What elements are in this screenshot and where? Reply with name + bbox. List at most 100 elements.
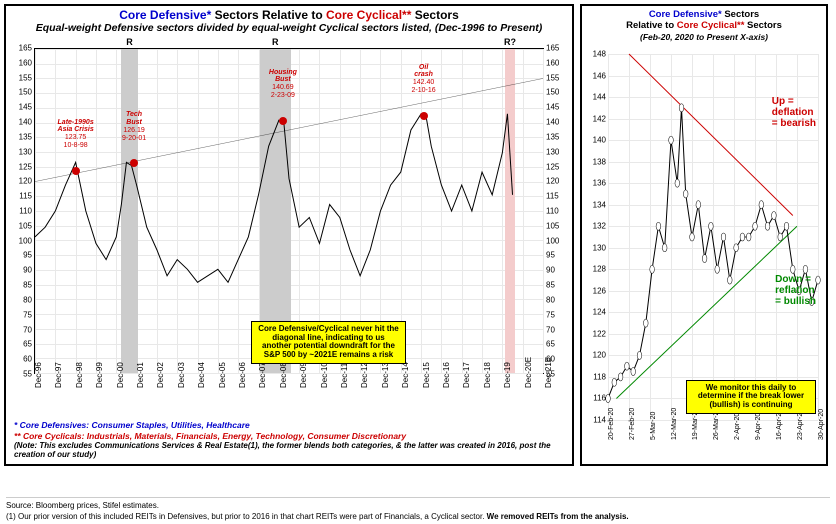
y-tick: 132	[593, 222, 606, 231]
right-x-axis: 20-Feb-2027-Feb-205-Mar-2012-Mar-2019-Ma…	[608, 422, 818, 460]
defensives-list: Consumer Staples, Utilities, Healthcare	[91, 420, 249, 430]
x-tick: Dec-05	[218, 362, 227, 388]
y-tick: 116	[593, 394, 606, 403]
left-chart-panel: Core Defensive* Sectors Relative to Core…	[4, 4, 574, 466]
title-defensive: Core Defensive*	[119, 8, 211, 22]
y-tick: 134	[593, 200, 606, 209]
y-tick: 130	[19, 147, 32, 156]
y-tick: 118	[593, 372, 606, 381]
y-tick: 136	[593, 179, 606, 188]
y-tick: 150	[19, 88, 32, 97]
source-footer: Source: Bloomberg prices, Stifel estimat…	[6, 497, 830, 522]
r-title-l2p: Relative to	[626, 20, 677, 31]
y-tick: 160	[546, 58, 559, 67]
x-tick: Dec-02	[156, 362, 165, 388]
y-tick: 95	[23, 251, 32, 260]
event-marker	[279, 117, 287, 125]
r-title-mid: Sectors	[722, 9, 760, 20]
r-title-l2e: Sectors	[744, 20, 782, 31]
source-line1: Source: Bloomberg prices, Stifel estimat…	[6, 501, 830, 511]
y-tick: 115	[19, 192, 32, 201]
x-tick: Dec-09	[299, 362, 308, 388]
event-marker	[420, 112, 428, 120]
y-tick: 65	[23, 340, 32, 349]
x-tick: Dec-03	[177, 362, 186, 388]
y-axis-right: 1651601551501451401351301251201151101051…	[544, 48, 570, 374]
y-tick: 100	[546, 236, 559, 245]
y-tick: 135	[546, 132, 559, 141]
event-label: HousingBust140.692-23-09	[269, 69, 297, 100]
x-tick: Dec-12	[360, 362, 369, 388]
y-tick: 155	[546, 73, 559, 82]
legend-note: (Note: This excludes Communications Serv…	[14, 441, 564, 460]
x-tick: Dec-98	[75, 362, 84, 388]
pink-band-label: R?	[504, 37, 516, 47]
y-tick: 85	[546, 281, 555, 290]
y-tick: 138	[593, 157, 606, 166]
footer-legend: * Core Defensives: Consumer Staples, Uti…	[14, 420, 564, 460]
event-marker	[130, 159, 138, 167]
y-tick: 105	[19, 221, 32, 230]
y-tick: 125	[19, 162, 32, 171]
event-marker	[72, 167, 80, 175]
x-tick: Dec-00	[116, 362, 125, 388]
y-tick: 114	[593, 416, 606, 425]
left-title: Core Defensive* Sectors Relative to Core…	[6, 6, 572, 37]
x-tick: Dec-07	[258, 362, 267, 388]
right-yellow-callout: We monitor this daily to determine if th…	[686, 380, 816, 414]
x-tick: 5-Mar-20	[650, 412, 657, 440]
x-tick: Dec-04	[197, 362, 206, 388]
title-cyclical: Core Cyclical**	[326, 8, 411, 22]
y-tick: 145	[546, 103, 559, 112]
y-tick: 95	[546, 251, 555, 260]
y-tick: 165	[19, 44, 32, 53]
x-tick: Dec-15	[422, 362, 431, 388]
x-tick: Dec-99	[95, 362, 104, 388]
y-tick: 110	[19, 207, 32, 216]
y-axis-left: 1651601551501451401351301251201151101051…	[8, 48, 34, 374]
x-tick: Dec-17	[462, 362, 471, 388]
y-tick: 120	[593, 351, 606, 360]
recession-label: R	[126, 37, 133, 47]
y-tick: 165	[546, 44, 559, 53]
y-tick: 85	[23, 281, 32, 290]
y-tick: 80	[546, 295, 555, 304]
x-tick: 20-Feb-20	[608, 408, 615, 440]
y-tick: 110	[546, 207, 559, 216]
x-tick: Dec-16	[442, 362, 451, 388]
y-tick: 125	[546, 162, 559, 171]
y-tick: 144	[593, 93, 606, 102]
y-tick: 90	[23, 266, 32, 275]
x-tick: Dec-21E	[544, 357, 553, 388]
right-chart-panel: Core Defensive* Sectors Relative to Core…	[580, 4, 828, 466]
y-tick: 120	[19, 177, 32, 186]
y-tick: 148	[593, 50, 606, 59]
x-tick: Dec-01	[136, 362, 145, 388]
y-tick: 128	[593, 265, 606, 274]
title-mid: Sectors Relative to	[211, 8, 326, 22]
y-tick: 120	[546, 177, 559, 186]
x-tick: Dec-97	[54, 362, 63, 388]
y-tick: 160	[19, 58, 32, 67]
event-label: TechBust126.199-20-01	[122, 111, 146, 142]
y-tick: 65	[546, 340, 555, 349]
y-tick: 124	[593, 308, 606, 317]
x-tick: 9-Apr-20	[755, 413, 762, 440]
main-container: Core Defensive* Sectors Relative to Core…	[0, 0, 836, 470]
x-tick: 12-Mar-20	[671, 408, 678, 440]
y-tick: 75	[23, 310, 32, 319]
y-tick: 130	[593, 243, 606, 252]
x-tick: Dec-19	[503, 362, 512, 388]
x-tick: Dec-13	[381, 362, 390, 388]
source-line2-prefix: (1) Our prior version of this included R…	[6, 512, 487, 521]
y-tick: 145	[19, 103, 32, 112]
annotation-down: Down =reflation= bullish	[775, 274, 816, 307]
y-tick: 130	[546, 147, 559, 156]
left-subtitle: Equal-weight Defensive sectors divided b…	[14, 22, 564, 35]
annotation-up: Up =deflation= bearish	[772, 96, 816, 129]
y-tick: 155	[19, 73, 32, 82]
y-tick: 80	[23, 295, 32, 304]
y-tick: 135	[19, 132, 32, 141]
x-tick: 2-Apr-20	[734, 413, 741, 440]
x-tick: Dec-20E	[524, 357, 533, 388]
